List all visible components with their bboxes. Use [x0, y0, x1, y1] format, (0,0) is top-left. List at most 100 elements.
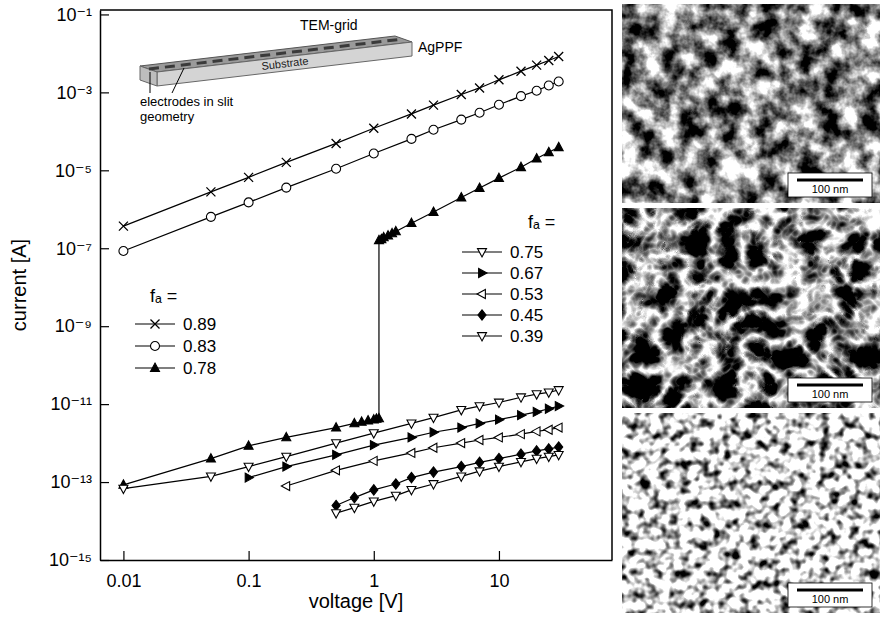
leader-line	[172, 68, 184, 93]
data-point	[494, 173, 503, 181]
data-point	[283, 462, 291, 471]
legend: fₐ =0.890.830.78	[135, 286, 216, 378]
data-point	[407, 448, 415, 457]
data-point	[544, 425, 552, 434]
data-point	[545, 444, 553, 454]
x-tick-label: 1	[369, 571, 379, 591]
y-tick-label: 10⁻¹	[56, 5, 92, 25]
series	[119, 77, 563, 255]
legend-label: 0.89	[183, 315, 216, 334]
data-point	[282, 453, 291, 461]
y-tick: 10⁻¹⁵	[49, 550, 109, 570]
x-tick: 0.01	[106, 551, 141, 591]
data-point	[282, 432, 291, 440]
x-tick-mark	[499, 551, 500, 560]
series	[332, 451, 564, 518]
x-tick: 0.1	[237, 551, 262, 591]
sem-image-panel: 100 nm	[622, 208, 880, 408]
x-axis-title: voltage [V]	[309, 590, 404, 612]
y-tick: 10⁻¹³	[50, 472, 109, 492]
scale-bar-label: 100 nm	[812, 388, 849, 400]
legend-entry: 0.39	[462, 327, 543, 346]
data-point	[494, 433, 502, 442]
data-point	[119, 222, 128, 231]
data-point	[544, 81, 553, 90]
data-point	[516, 67, 525, 76]
data-point	[244, 463, 253, 471]
scale-bar-box	[788, 378, 872, 402]
series-line	[336, 455, 559, 513]
data-point	[333, 450, 341, 459]
series	[119, 387, 563, 494]
data-point	[475, 83, 484, 92]
data-point	[429, 125, 438, 134]
data-point	[332, 139, 341, 148]
plot-area	[119, 52, 564, 518]
y-tick-label: 10⁻¹⁵	[49, 550, 92, 570]
data-point	[516, 458, 525, 466]
legend-title: fₐ =	[150, 286, 177, 306]
data-point	[532, 154, 541, 162]
data-point	[555, 442, 563, 452]
scale-bar-box	[788, 173, 872, 197]
legend-entry: 0.67	[462, 264, 543, 283]
data-point	[518, 411, 526, 420]
data-point	[458, 423, 466, 432]
data-point	[516, 394, 525, 402]
series	[281, 423, 562, 490]
scale-bar	[797, 384, 863, 387]
legend-entry: 0.83	[135, 337, 216, 356]
data-point	[532, 455, 541, 463]
data-point	[533, 407, 541, 416]
y-tick-label: 10⁻¹¹	[50, 394, 92, 414]
y-tick-label: 10⁻⁷	[56, 239, 92, 259]
data-point	[350, 492, 358, 502]
scale-bar-box	[788, 583, 872, 607]
data-point	[554, 423, 562, 432]
data-point	[475, 403, 484, 411]
data-point	[456, 439, 464, 448]
sem-image-panel: 100 nm	[622, 4, 880, 203]
y-tick-mark	[100, 326, 109, 327]
data-point	[332, 500, 340, 510]
data-point	[206, 473, 215, 481]
data-point	[369, 430, 378, 438]
data-point	[554, 451, 563, 459]
data-point	[430, 428, 438, 437]
y-tick: 10⁻¹¹	[50, 394, 109, 414]
series-line	[286, 428, 558, 486]
data-point	[429, 414, 438, 422]
annotation: Substrate	[261, 55, 309, 72]
scale-bar-label: 100 nm	[812, 183, 849, 195]
data-point	[391, 226, 400, 234]
series	[119, 142, 563, 488]
annotation: AgPPF	[418, 39, 462, 55]
y-tick-label: 10⁻⁹	[55, 316, 92, 336]
data-point	[281, 482, 289, 491]
data-point	[533, 446, 541, 456]
y-axis-title: current [A]	[8, 239, 30, 331]
data-point	[332, 440, 341, 448]
data-point	[429, 207, 438, 215]
leader-line	[150, 72, 151, 93]
data-point	[407, 472, 415, 482]
data-point	[407, 218, 416, 226]
legend-marker	[151, 363, 160, 371]
legend-entry: 0.53	[462, 285, 543, 304]
x-axis-line	[101, 560, 613, 562]
data-point	[544, 56, 553, 65]
data-point	[544, 453, 553, 461]
y-tick-label: 10⁻⁵	[55, 161, 92, 181]
scale-bar-label: 100 nm	[812, 593, 849, 605]
data-point	[391, 492, 400, 500]
legend-label: 0.45	[510, 306, 543, 325]
scale-bar	[797, 589, 863, 592]
inset-schematic: TEM-gridAgPPFSubstrateelectrodes in slit…	[140, 17, 462, 124]
legend: fₐ =0.750.670.530.450.39	[462, 212, 555, 346]
data-point	[532, 86, 541, 95]
data-point	[408, 433, 416, 442]
x-tick-label: 0.01	[106, 571, 141, 591]
y-tick-mark	[100, 14, 109, 15]
series-line	[123, 390, 558, 489]
data-point	[476, 419, 484, 428]
